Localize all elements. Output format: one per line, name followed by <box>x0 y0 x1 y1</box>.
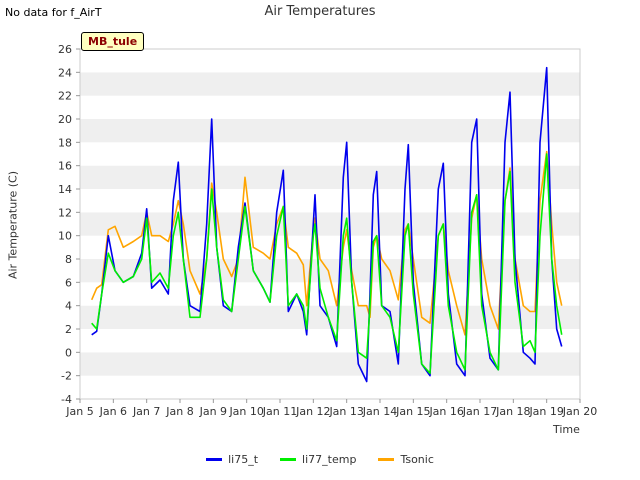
x-tick-label: Jan 7 <box>132 405 160 418</box>
x-tick-label: Jan 9 <box>199 405 227 418</box>
series-lines <box>90 66 563 383</box>
grid-band <box>80 352 580 376</box>
x-tick-label: Jan 11 <box>262 405 297 418</box>
x-tick-label: Jan 15 <box>395 405 430 418</box>
site-label-badge: MB_tule <box>81 32 145 51</box>
y-tick-label: 20 <box>58 113 72 126</box>
y-tick-label: 8 <box>65 253 72 266</box>
legend-item-li75-t: li75_t <box>206 453 258 466</box>
grid-band <box>80 375 580 399</box>
grid-band <box>80 212 580 236</box>
y-tick-label: 6 <box>65 276 72 289</box>
y-tick-label: -2 <box>61 370 72 383</box>
y-axis-label: Air Temperature (C) <box>6 170 20 280</box>
x-tick-label: Jan 10 <box>228 405 263 418</box>
grid-band <box>80 142 580 166</box>
x-tick-label: Jan 17 <box>462 405 497 418</box>
grid-band <box>80 95 580 119</box>
grid-band <box>80 49 580 73</box>
y-tick-label: 18 <box>58 136 72 149</box>
chart-title: Air Temperatures <box>264 4 376 19</box>
grid-band <box>80 305 580 329</box>
x-tick-label: Jan 8 <box>165 405 193 418</box>
grid-band <box>80 235 580 259</box>
legend-swatch-li75-t <box>206 458 223 461</box>
y-tick-label: 26 <box>58 43 72 56</box>
y-tick-label: 22 <box>58 90 72 103</box>
x-tick-label: Jan 13 <box>328 405 363 418</box>
y-tick-label: 14 <box>58 183 72 196</box>
y-tick-label: 4 <box>65 300 72 313</box>
y-tick-label: 0 <box>65 346 72 359</box>
legend-swatch-li77-temp <box>280 458 297 461</box>
legend-label-tsonic: Tsonic <box>400 453 434 466</box>
y-tick-label: 16 <box>58 160 72 173</box>
y-tick-label: -4 <box>61 393 72 406</box>
grid-bands <box>80 49 580 399</box>
x-axis-label: Time <box>553 423 580 436</box>
legend-swatch-tsonic <box>378 458 395 461</box>
x-tick-label: Jan 19 <box>528 405 563 418</box>
x-tick-label: Jan 12 <box>295 405 330 418</box>
y-tick-label: 2 <box>65 323 72 336</box>
y-tick-label: 10 <box>58 230 72 243</box>
no-data-note: No data for f_AirT <box>5 6 102 19</box>
grid-band <box>80 119 580 143</box>
legend: li75_t li77_temp Tsonic <box>0 453 640 466</box>
grid-band <box>80 72 580 96</box>
legend-item-li77-temp: li77_temp <box>280 453 356 466</box>
grid-band <box>80 165 580 189</box>
legend-label-li77-temp: li77_temp <box>302 453 357 466</box>
legend-item-tsonic: Tsonic <box>378 453 434 466</box>
series-line-tsonic <box>90 150 563 336</box>
x-tick-label: Jan 20 <box>562 405 597 418</box>
series-line-li77-temp <box>91 153 563 375</box>
legend-label-li75-t: li75_t <box>228 453 259 466</box>
plot-frame <box>79 48 581 400</box>
x-tick-label: Jan 16 <box>428 405 463 418</box>
x-tick-label: Jan 14 <box>362 405 397 418</box>
y-tick-label: 24 <box>58 66 72 79</box>
grid-band <box>80 189 580 213</box>
y-tick-label: 12 <box>58 206 72 219</box>
grid-band <box>80 329 580 353</box>
x-tick-label: Jan 6 <box>99 405 127 418</box>
x-tick-label: Jan 18 <box>495 405 530 418</box>
x-tick-label: Jan 5 <box>65 405 93 418</box>
